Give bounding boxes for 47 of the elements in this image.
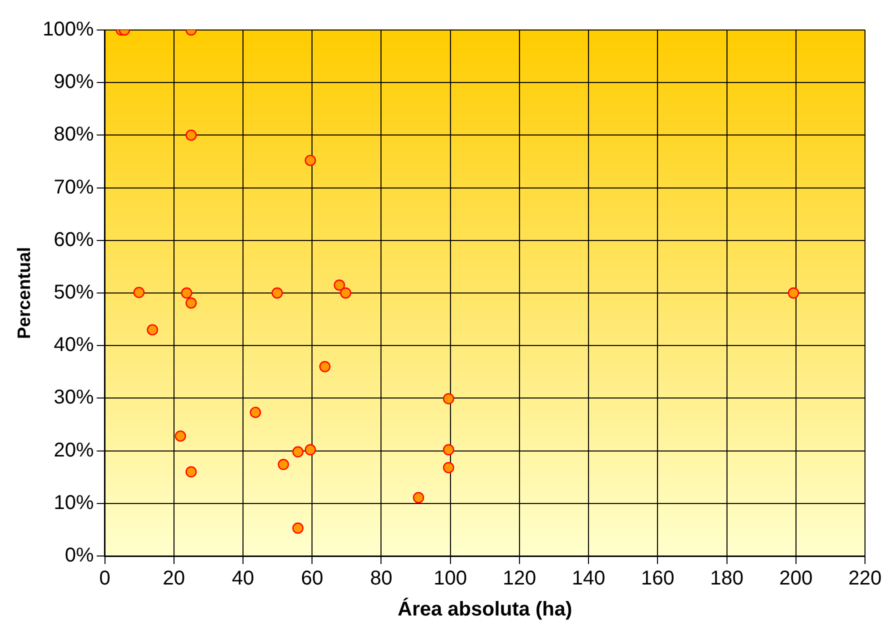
x-tick-label: 200 xyxy=(779,568,813,590)
y-axis-title: Percentual xyxy=(14,246,34,340)
point xyxy=(442,462,454,474)
point xyxy=(186,130,197,141)
x-tick-label: 80 xyxy=(370,568,392,590)
point xyxy=(319,361,330,372)
y-tick-label: 100% xyxy=(42,18,94,41)
x-tick-label: 120 xyxy=(502,568,536,590)
point xyxy=(442,444,454,456)
point xyxy=(181,287,192,299)
x-tick-label: 100 xyxy=(434,568,468,590)
point xyxy=(278,458,290,470)
point xyxy=(250,406,262,418)
x-tick-label: 60 xyxy=(300,568,324,590)
y-tick-label: 0% xyxy=(64,544,94,567)
point xyxy=(292,446,304,458)
point xyxy=(146,324,158,336)
y-tick-label: 30% xyxy=(54,386,94,409)
point xyxy=(272,287,283,299)
x-tick-label: 180 xyxy=(710,568,744,590)
point xyxy=(442,393,454,404)
y-tick-label: 80% xyxy=(54,124,94,146)
point xyxy=(340,287,352,299)
y-tick-label: 60% xyxy=(54,228,94,251)
x-tick-label: 20 xyxy=(162,568,185,590)
y-tick-label: 50% xyxy=(54,282,94,304)
x-tick-label: 220 xyxy=(848,568,882,590)
point xyxy=(788,287,800,299)
point xyxy=(304,154,316,166)
point xyxy=(292,522,304,534)
y-tick-label: 40% xyxy=(54,334,94,356)
y-tick-label: 20% xyxy=(54,439,94,462)
x-tick-label: 140 xyxy=(572,568,606,590)
point xyxy=(186,466,197,478)
point xyxy=(304,444,316,456)
x-tick-label: 160 xyxy=(640,568,674,590)
point xyxy=(334,280,345,291)
y-tick-label: 70% xyxy=(54,176,94,198)
point xyxy=(186,297,197,309)
x-axis-title: Área absoluta (ha) xyxy=(398,598,572,621)
point xyxy=(133,286,145,298)
y-tick-label: 90% xyxy=(54,71,94,94)
x-tick-label: 0 xyxy=(99,568,110,590)
point xyxy=(174,430,186,442)
point xyxy=(412,492,424,504)
x-tick-label: 40 xyxy=(232,568,254,590)
y-tick-label: 10% xyxy=(54,492,94,514)
